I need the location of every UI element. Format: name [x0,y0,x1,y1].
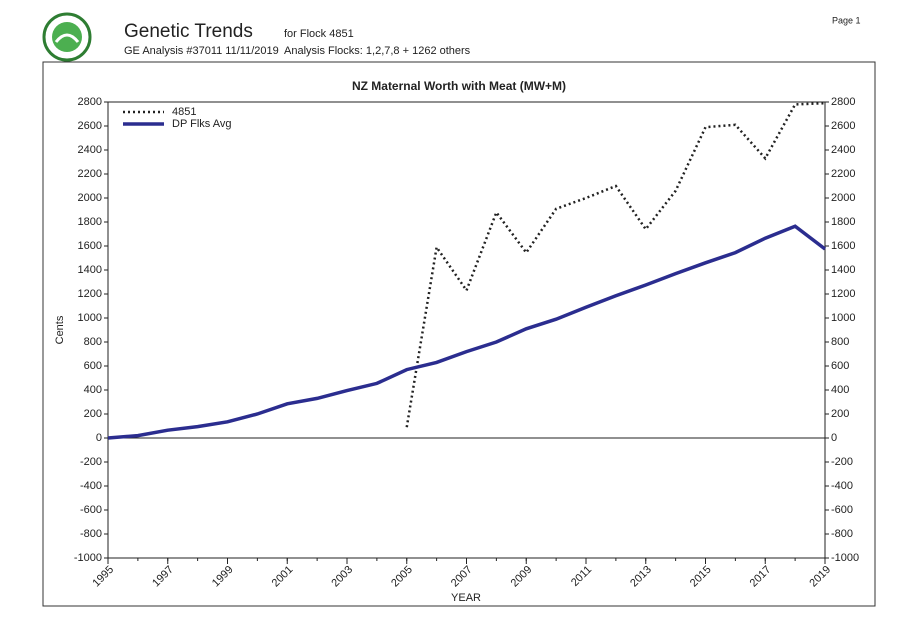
plot-area [107,101,826,559]
y2-tick-label: 1400 [831,264,855,276]
y2-tick-label: 2600 [831,120,855,132]
y2-tick-label: 1200 [831,288,855,300]
x-tick-label: 2005 [389,564,415,590]
x-tick-label: 2015 [688,564,714,590]
series-line [405,101,826,428]
x-tick-label: 2001 [270,564,296,590]
y2-tick-label: 2400 [831,144,855,156]
page-number: Page 1 [832,15,861,25]
y2-tick-label: 0 [831,432,837,444]
x-tick-label: 2007 [449,564,475,590]
y-tick-label: -400 [80,480,102,492]
y-tick-label: -600 [80,504,102,516]
y-tick-label: -200 [80,456,102,468]
x-tick-label: 2019 [807,564,833,590]
y-tick-label: -1000 [74,552,102,564]
y-tick-label: 200 [84,408,102,420]
x-tick-label: 2003 [329,564,355,590]
y2-tick-label: -800 [831,528,853,540]
logo-mark [54,33,80,43]
x-tick-label: 2017 [748,564,774,590]
header-flock: for Flock 4851 [284,28,354,40]
header-analysis: GE Analysis #37011 11/11/2019 [124,45,279,57]
y2-tick-label: 1000 [831,312,855,324]
y2-tick-label: 400 [831,384,849,396]
x-tick-label: 1999 [210,564,236,590]
y-tick-label: 1800 [78,216,102,228]
y2-tick-label: 1600 [831,240,855,252]
y2-tick-label: 2200 [831,168,855,180]
x-tick-label: 2011 [569,564,594,589]
y-tick-label: 0 [96,432,102,444]
chart-frame [42,61,876,607]
chart-title: NZ Maternal Worth with Meat (MW+M) [352,79,566,93]
y-tick-label: 400 [84,384,102,396]
y-tick-label: 2200 [78,168,102,180]
y-tick-label: 2000 [78,192,102,204]
y2-tick-label: 200 [831,408,849,420]
y2-tick-label: -200 [831,456,853,468]
x-tick-label: 2013 [628,564,654,590]
y-tick-label: -800 [80,528,102,540]
x-tick-label: 1995 [90,564,116,590]
y2-tick-label: 2000 [831,192,855,204]
y-tick-label: 2600 [78,120,102,132]
y-axis-label: Cents [54,315,66,344]
y2-tick-label: 2800 [831,96,855,108]
y-tick-label: 1600 [78,240,102,252]
x-axis-label: YEAR [451,592,481,604]
y2-tick-label: 600 [831,360,849,372]
y2-tick-label: -600 [831,504,853,516]
y-tick-label: 800 [84,336,102,348]
y-tick-label: 2400 [78,144,102,156]
y2-tick-label: 800 [831,336,849,348]
x-tick-label: 2009 [509,564,535,590]
header-title: Genetic Trends [124,21,253,42]
header-flocks: Analysis Flocks: 1,2,7,8 + 1262 others [284,45,471,57]
y-tick-label: 600 [84,360,102,372]
x-tick-label: 1997 [150,564,176,590]
y-tick-label: 1000 [78,312,102,324]
y-tick-label: 1400 [78,264,102,276]
y2-tick-label: -400 [831,480,853,492]
logo [42,12,92,62]
legend-label: DP Flks Avg [172,118,232,130]
legend-label: 4851 [172,106,196,118]
y-tick-label: 2800 [78,96,102,108]
logo-center [52,22,82,52]
y2-tick-label: 1800 [831,216,855,228]
y-tick-label: 1200 [78,288,102,300]
y2-tick-label: -1000 [831,552,859,564]
series-line [107,224,827,440]
